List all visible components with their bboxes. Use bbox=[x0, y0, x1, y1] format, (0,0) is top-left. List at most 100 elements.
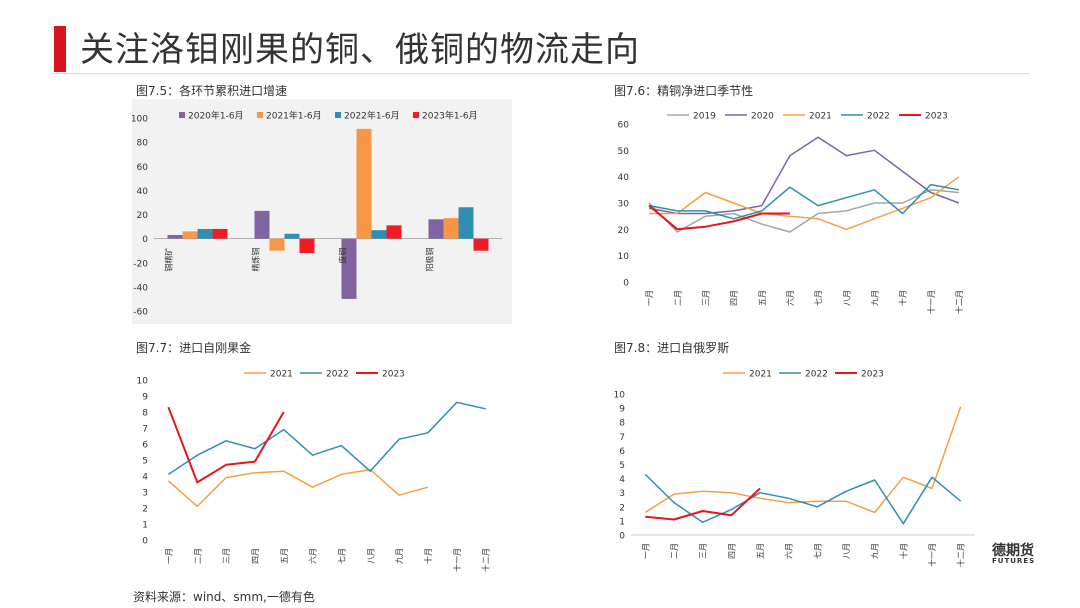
bar-4-4 bbox=[473, 238, 489, 251]
legend-swatch bbox=[335, 112, 341, 118]
title-accent-bar bbox=[54, 26, 66, 72]
legend: 2019 2020 2021 2022 2023 bbox=[667, 112, 948, 122]
bar-1-3 bbox=[341, 238, 357, 299]
legend-label: 2023 bbox=[925, 112, 948, 122]
category-label: 铜精矿 bbox=[164, 248, 174, 272]
bar-1-1 bbox=[167, 235, 183, 239]
x-tick-label: 五月 bbox=[280, 548, 289, 564]
series-line-2023 bbox=[645, 487, 761, 521]
y-tick-label: 20 bbox=[618, 226, 630, 236]
legend-label: 2022 bbox=[805, 370, 828, 380]
series-line-2022 bbox=[167, 401, 486, 476]
y-tick-label: 50 bbox=[618, 147, 630, 157]
series-line-2021 bbox=[167, 468, 429, 508]
legend-label: 2022年1-6月 bbox=[344, 110, 400, 122]
x-tick-label: 一月 bbox=[645, 290, 654, 306]
legend: 2021 2022 2023 bbox=[244, 370, 405, 380]
y-tick-label: 4 bbox=[619, 475, 625, 485]
legend-label: 2021年1-6月 bbox=[266, 110, 322, 122]
bar-2-4 bbox=[443, 218, 459, 239]
y-tick-label: 10 bbox=[137, 377, 149, 387]
x-tick-label: 七月 bbox=[337, 548, 346, 564]
x-tick-label: 一月 bbox=[164, 548, 173, 564]
bar-4-3 bbox=[386, 225, 402, 239]
plot-area: 60 50 40 30 20 10 0 一月 二月 三月 四月 五月 六月 七月 八月 九月 十月 十一月 十二月 bbox=[618, 121, 964, 315]
y-tick-label: 8 bbox=[142, 409, 148, 419]
x-tick-label: 十二月 bbox=[956, 543, 966, 567]
y-tick-label: 0 bbox=[619, 532, 625, 542]
bar-3-1 bbox=[197, 228, 213, 239]
legend-label: 2022 bbox=[326, 370, 349, 380]
x-tick-label: 八月 bbox=[842, 543, 851, 559]
x-tick-label: 四月 bbox=[251, 548, 260, 564]
y-tick-label: 10 bbox=[614, 391, 626, 401]
y-tick-label: -60 bbox=[133, 308, 148, 318]
y-tick-label: 0 bbox=[623, 279, 629, 289]
chart-svg-fig76: 60 50 40 30 20 10 0 一月 二月 三月 四月 五月 六月 七月 八月 九月 十月 十一月 十二月 2… bbox=[618, 112, 964, 315]
y-tick-label: 6 bbox=[619, 447, 625, 457]
y-tick-label: 4 bbox=[142, 473, 148, 483]
chart-caption-fig78: 图7.8：进口自俄罗斯 bbox=[614, 341, 730, 355]
chart-caption-fig75: 图7.5：各环节累积进口增速 bbox=[136, 84, 288, 98]
y-tick-label: 60 bbox=[137, 163, 149, 173]
y-tick-label: 1 bbox=[142, 521, 148, 531]
legend-swatch bbox=[179, 112, 185, 118]
y-tick-label: 3 bbox=[619, 489, 625, 499]
x-tick-label: 二月 bbox=[670, 543, 679, 559]
series-line-2023 bbox=[648, 204, 790, 231]
y-tick-label: 30 bbox=[618, 200, 630, 210]
series-line-2021 bbox=[649, 176, 960, 231]
x-tick-label: 三月 bbox=[701, 290, 710, 306]
legend: 2020年1-6月 2021年1-6月 2022年1-6月 2023年1-6月 bbox=[179, 110, 478, 122]
x-tick-label: 十月 bbox=[898, 290, 908, 306]
legend-label: 2020年1-6月 bbox=[188, 110, 244, 122]
y-tick-label: 40 bbox=[618, 173, 630, 183]
legend-label: 2019 bbox=[693, 112, 716, 122]
legend-label: 2022 bbox=[867, 112, 890, 122]
y-tick-label: 80 bbox=[137, 139, 149, 149]
legend-label: 2021 bbox=[809, 112, 832, 122]
y-tick-label: 5 bbox=[619, 461, 625, 471]
x-tick-label: 三月 bbox=[699, 543, 708, 559]
x-tick-label: 二月 bbox=[193, 548, 202, 564]
y-tick-label: 9 bbox=[142, 393, 148, 403]
x-tick-label: 八月 bbox=[842, 290, 851, 306]
y-tick-label: 100 bbox=[132, 115, 148, 125]
x-tick-label: 四月 bbox=[730, 290, 739, 306]
legend-label: 2023 bbox=[382, 370, 405, 380]
legend-swatch bbox=[257, 112, 263, 118]
category-label: 精炼铜 bbox=[251, 248, 261, 272]
x-tick-label: 三月 bbox=[222, 548, 231, 564]
y-tick-label: 0 bbox=[142, 537, 148, 547]
x-tick-label: 九月 bbox=[395, 548, 404, 564]
legend-label: 2020 bbox=[751, 112, 774, 122]
y-tick-label: 0 bbox=[142, 235, 148, 245]
chart-svg-fig75: 100 80 60 40 20 0 -20 -40 -60 铜精矿 精炼铜 废铜 阳极铜 2020年1-6… bbox=[132, 99, 512, 324]
bar-4-1 bbox=[212, 228, 228, 239]
y-tick-label: 3 bbox=[142, 489, 148, 499]
legend: 2021 2022 2023 bbox=[723, 370, 884, 380]
y-tick-label: 40 bbox=[137, 187, 149, 197]
y-tick-label: 5 bbox=[142, 457, 148, 467]
x-tick-label: 十一月 bbox=[927, 543, 937, 567]
y-tick-label: 1 bbox=[619, 517, 625, 527]
x-tick-label: 十一月 bbox=[452, 548, 462, 572]
x-tick-label: 六月 bbox=[785, 290, 795, 306]
bar-2-1 bbox=[182, 231, 198, 239]
series-line-2022 bbox=[648, 183, 960, 220]
series-line-2022 bbox=[644, 473, 962, 525]
y-tick-label: 10 bbox=[618, 252, 630, 262]
bar-3-2 bbox=[284, 233, 300, 239]
x-tick-label: 六月 bbox=[784, 543, 794, 559]
legend-label: 2023年1-6月 bbox=[422, 110, 478, 122]
x-tick-label: 十二月 bbox=[954, 290, 964, 314]
chart-fig76: 60 50 40 30 20 10 0 一月 二月 三月 四月 五月 六月 七月 八月 九月 十月 十一月 十二月 2… bbox=[607, 99, 978, 324]
y-tick-label: 2 bbox=[142, 505, 148, 515]
x-tick-label: 五月 bbox=[758, 290, 767, 306]
x-tick-label: 一月 bbox=[641, 543, 650, 559]
bar-1-2 bbox=[254, 210, 270, 239]
x-tick-label: 八月 bbox=[366, 548, 375, 564]
x-tick-label: 七月 bbox=[813, 543, 822, 559]
